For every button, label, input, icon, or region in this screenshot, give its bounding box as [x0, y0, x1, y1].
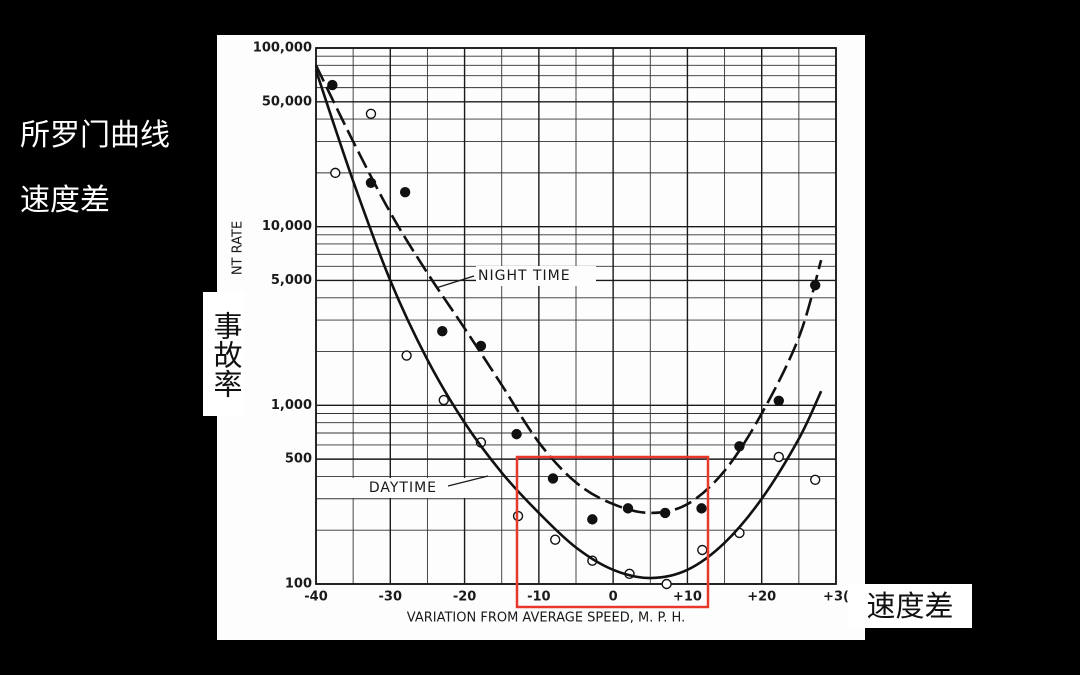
x-tick-label: -30: [379, 590, 403, 605]
curve: [314, 69, 823, 580]
data-point: [773, 451, 784, 463]
y-tick-label: 1,000: [271, 398, 312, 413]
y-tick-label: 50,000: [262, 94, 312, 109]
highlight-box: [515, 455, 710, 609]
data-point: [773, 395, 784, 407]
annotation: NIGHT TIME: [478, 268, 571, 284]
slide-title: 所罗门曲线: [20, 118, 170, 153]
y-axis-label: NT RATE: [231, 221, 246, 275]
curve: [314, 64, 823, 515]
x-tick-label: -10: [527, 590, 551, 605]
data-point: [330, 167, 341, 179]
x-tick-label: +20: [747, 590, 776, 605]
annotation-arrow: [447, 475, 489, 487]
data-point: [399, 186, 411, 198]
data-point: [365, 108, 377, 120]
y-tick-label: 100: [285, 577, 312, 592]
x-tick-label: 0: [609, 590, 618, 605]
y-tick-label: 10,000: [262, 219, 312, 234]
data-point: [696, 503, 707, 514]
y-tick-label: 500: [285, 452, 312, 467]
x-tick-label: -20: [453, 590, 477, 605]
x-tick-label: +10: [673, 590, 702, 605]
x-tick-label: +3(: [823, 590, 849, 605]
x-axis-label: VARIATION FROM AVERAGE SPEED, M. P. H.: [407, 611, 685, 626]
scan-background: [217, 35, 865, 640]
data-point: [401, 350, 412, 361]
annotation-arrow: [435, 275, 475, 289]
data-point: [550, 534, 561, 545]
annotation: DAYTIME: [369, 480, 437, 496]
slide-subtitle: 速度差: [20, 183, 110, 218]
y-tick-label: 100,000: [253, 41, 312, 56]
data-point: [437, 325, 448, 337]
data-point: [661, 578, 672, 590]
data-point: [587, 514, 598, 525]
annotation-bg: [349, 478, 469, 498]
annotation-bg: [476, 266, 596, 286]
data-point: [511, 428, 522, 440]
data-point: [810, 474, 821, 486]
x-tick-label: -40: [304, 590, 328, 605]
y-tick-label: 5,000: [271, 273, 312, 288]
data-point: [327, 79, 338, 91]
data-point: [697, 544, 708, 556]
data-point: [438, 394, 449, 406]
plot-frame: [315, 47, 837, 585]
data-point: [547, 473, 559, 484]
x-note: 速度差: [848, 584, 972, 628]
y-note: 事故率: [203, 292, 245, 416]
